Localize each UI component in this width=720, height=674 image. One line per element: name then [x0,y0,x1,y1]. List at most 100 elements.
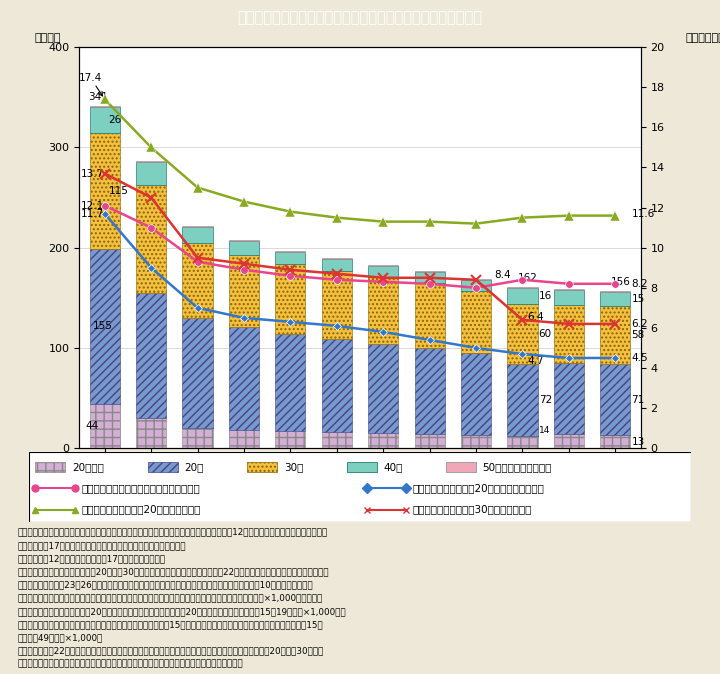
Bar [600,290,630,292]
Bar [322,271,352,339]
Text: 341: 341 [89,92,108,102]
Bar [275,334,305,431]
Bar [136,162,166,185]
Text: 13.7: 13.7 [81,168,104,179]
Bar [229,241,259,255]
Text: 平成12年は暦年の値，平成17年度以降は年度値。: 平成12年は暦年の値，平成17年度以降は年度値。 [18,554,166,563]
Bar [322,259,352,271]
Bar [229,430,259,448]
Text: 20歳未満: 20歳未満 [72,462,104,472]
Text: 155: 155 [92,321,112,332]
Bar [415,271,445,272]
Text: 工妊娠中絶実施率（年齢計）は，「人工妊娠中絶件数（15歳未満を含め５０歳以上を除く。）」／「女子人口（15～: 工妊娠中絶実施率（年齢計）は，「人工妊娠中絶件数（15歳未満を含め５０歳以上を除… [18,620,323,629]
Text: 72: 72 [539,395,552,405]
Bar [508,287,538,288]
Bar [90,106,120,107]
Text: 11.6: 11.6 [631,209,654,218]
Bar [415,283,445,348]
Text: （備考）１．人工妊娠中絶件数及び人工妊娠中絶実施率（年齢計及び２０歳未満）は，平成12年は厚生省「母体保護統計報告」，: （備考）１．人工妊娠中絶件数及び人工妊娠中絶実施率（年齢計及び２０歳未満）は，平… [18,528,328,537]
Bar [461,290,491,353]
Bar [248,462,277,472]
Bar [508,288,538,304]
Bar [90,133,120,249]
Bar [368,433,398,448]
Bar [229,327,259,430]
Text: 12.1: 12.1 [81,201,104,210]
Bar [368,266,398,277]
Text: （年/年度）: （年/年度） [647,485,681,494]
Bar [229,240,259,241]
Text: 26: 26 [109,115,122,125]
Text: 20代: 20代 [184,462,204,472]
Bar [554,290,584,305]
Bar [148,462,178,472]
Text: 人工妊娠中絶実施率（20歳未満）（右目盛）: 人工妊娠中絶実施率（20歳未満）（右目盛） [413,483,545,493]
Bar [415,434,445,448]
Bar [461,280,491,290]
Bar [136,185,166,293]
Bar [600,292,630,306]
Bar [368,344,398,433]
Text: 30代: 30代 [284,462,303,472]
Text: 人工妊娠中絶実施率（30代）（右目盛）: 人工妊娠中絶実施率（30代）（右目盛） [413,505,532,515]
Bar [182,243,212,318]
Text: 44: 44 [85,421,99,431]
Text: 13: 13 [631,437,645,447]
Text: 平成17年度以降は厚生労働省「衛生行政報告例」より作成。: 平成17年度以降は厚生労働省「衛生行政報告例」より作成。 [18,541,186,550]
Bar [461,279,491,280]
Text: Ｉ－６－３図　年齢階級別人工妊娠中絶件数及び実施率の推移: Ｉ－６－３図 年齢階級別人工妊娠中絶件数及び実施率の推移 [238,10,482,26]
Bar [508,436,538,448]
Text: 162: 162 [518,273,538,283]
Text: 71: 71 [631,394,645,404]
Text: ３．人工妊娠中絶実施率は，「当該年齢階級の人工妊娠中絶件数」／「当該年齢階級の女子人口」×1,000。ただし，: ３．人工妊娠中絶実施率は，「当該年齢階級の人工妊娠中絶件数」／「当該年齢階級の女… [18,594,323,603]
Bar [600,435,630,448]
Bar [554,363,584,434]
Text: 8.4: 8.4 [495,270,511,280]
Bar [508,304,538,364]
Text: 49歳）」×1,000。: 49歳）」×1,000。 [18,633,103,642]
Bar [554,305,584,363]
Text: 58: 58 [631,330,645,340]
Text: 15: 15 [631,294,645,304]
Text: （千件）: （千件） [35,33,60,43]
Bar [136,418,166,448]
Text: 6.4: 6.4 [527,312,544,322]
Text: 11.7: 11.7 [81,209,104,218]
Bar [182,428,212,448]
Bar [90,107,120,133]
Bar [600,306,630,364]
Bar [322,339,352,432]
Bar [600,364,630,435]
Text: 査」，平成23～26年度まで及び２８年度以降は総務省「人口推計」による。いずれも各年10月１日現在の値。: 査」，平成23～26年度まで及び２８年度以降は総務省「人口推計」による。いずれも… [18,580,314,590]
Text: 14: 14 [539,426,550,435]
Text: 156: 156 [611,277,631,287]
Bar [275,431,305,448]
Bar [368,265,398,266]
Text: 4.7: 4.7 [527,356,544,366]
Bar [415,272,445,283]
Text: 8.2: 8.2 [631,279,648,288]
Bar [35,462,66,472]
Bar [554,288,584,290]
Text: （女子人口千人対）: （女子人口千人対） [685,33,720,43]
Text: 人工妊娠中絶実施率（20歳未満）は，「人工妊娠中絶件数（20歳未満）」／「女子人口（15～19歳）」×1,000，人: 人工妊娠中絶実施率（20歳未満）は，「人工妊娠中絶件数（20歳未満）」／「女子人… [18,607,346,616]
Bar [90,249,120,404]
Text: 17.4: 17.4 [79,73,102,96]
Bar [182,318,212,428]
Bar [415,348,445,434]
Text: 50歳以上及び年齢不詳: 50歳以上及び年齢不詳 [482,462,552,472]
Text: 算出に用いた女子人口は，総務省「国勢調査」の結果を用いて内閣府が独自に算出）。: 算出に用いた女子人口は，総務省「国勢調査」の結果を用いて内閣府が独自に算出）。 [18,660,243,669]
Bar [136,293,166,418]
Bar [275,264,305,334]
Text: 6.2: 6.2 [631,319,648,329]
Text: 人工妊娠中絶実施率（20代）（右目盛）: 人工妊娠中絶実施率（20代）（右目盛） [82,505,201,515]
Bar [347,462,377,472]
Bar [554,434,584,448]
Text: 16: 16 [539,290,552,301]
Bar [229,255,259,327]
Bar [461,435,491,448]
Bar [368,277,398,344]
Bar [508,364,538,436]
Bar [90,404,120,448]
Text: 4.5: 4.5 [631,353,648,363]
